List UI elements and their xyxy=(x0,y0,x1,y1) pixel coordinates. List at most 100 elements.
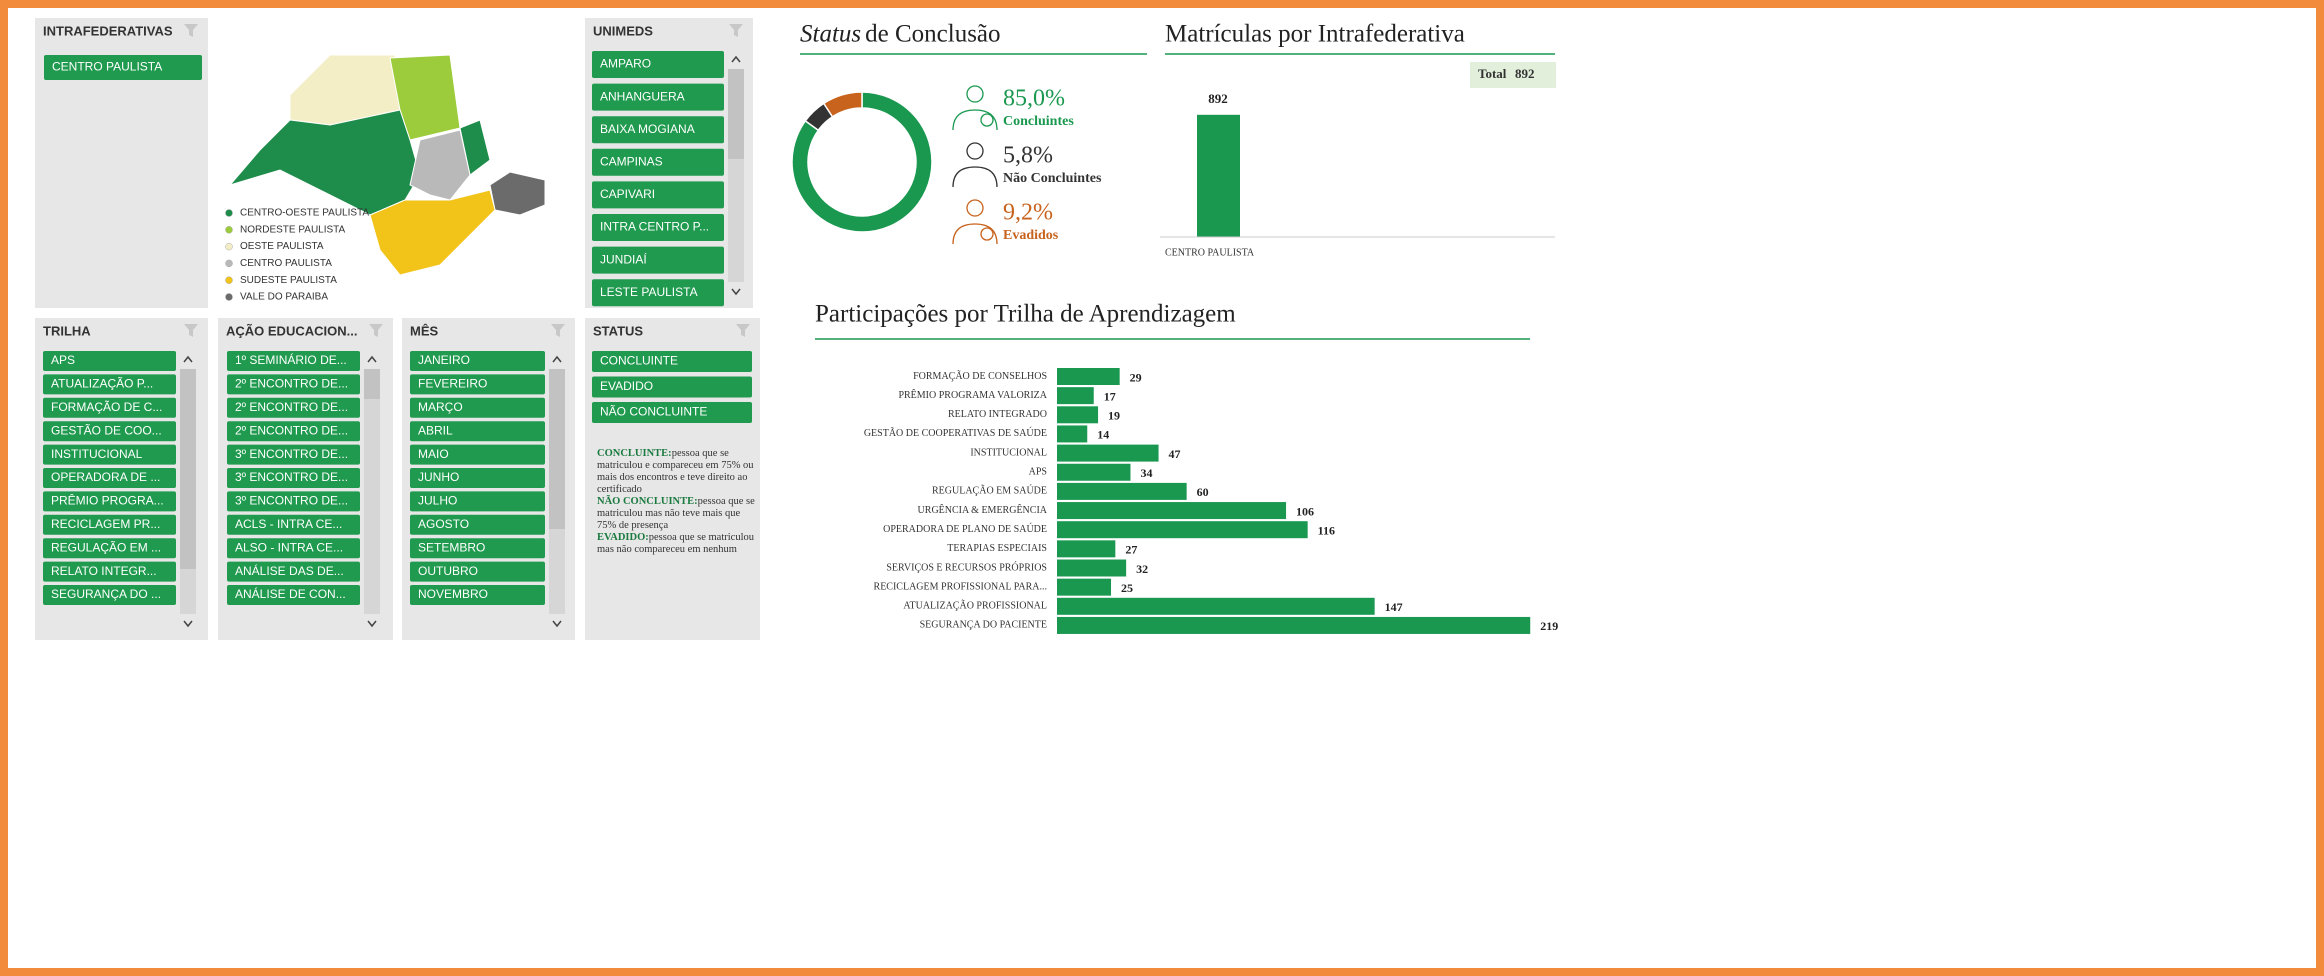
slicer-item-label[interactable]: 3º ENCONTRO DE... xyxy=(235,470,348,484)
slicer-item-label[interactable]: MARÇO xyxy=(418,400,463,414)
category-label: SERVIÇOS E RECURSOS PRÓPRIOS xyxy=(886,561,1047,573)
slicer-item-label[interactable]: 2º ENCONTRO DE... xyxy=(235,423,348,437)
slicer-item[interactable] xyxy=(227,491,360,512)
slicer-item-label[interactable]: JUNHO xyxy=(418,470,459,484)
slicer-item[interactable] xyxy=(410,351,545,371)
slicer-item-label[interactable]: ANÁLISE DE CON... xyxy=(235,586,346,601)
slicer-item-label[interactable]: CENTRO PAULISTA xyxy=(52,60,162,74)
slicer-item-label[interactable]: ABRIL xyxy=(418,423,453,437)
slicer-item[interactable] xyxy=(227,351,360,371)
slicer-item[interactable] xyxy=(410,421,545,442)
slicer-item[interactable] xyxy=(592,246,724,274)
slicer-item[interactable] xyxy=(410,397,545,418)
slicer-item[interactable] xyxy=(592,279,724,307)
slicer-item[interactable] xyxy=(592,148,724,176)
slicer-item-label[interactable]: 3º ENCONTRO DE... xyxy=(235,494,348,508)
slicer-item-label[interactable]: JULHO xyxy=(418,494,457,508)
slicer-item[interactable] xyxy=(410,585,545,605)
slicer-item-label[interactable]: ALSO - INTRA CE... xyxy=(235,540,343,554)
slicer-item-label[interactable]: CAPIVARI xyxy=(600,187,655,201)
slicer-item-label[interactable]: OUTUBRO xyxy=(418,564,478,578)
slicer-item[interactable] xyxy=(227,538,360,559)
slicer-item[interactable] xyxy=(410,444,545,465)
slicer-item-label[interactable]: ANHANGUERA xyxy=(600,89,685,103)
slicer-item[interactable] xyxy=(43,561,176,582)
slicer-item[interactable] xyxy=(43,351,176,371)
slicer-item[interactable] xyxy=(592,51,724,78)
slicer-item-label[interactable]: SEGURANÇA DO ... xyxy=(51,587,161,601)
slicer-item[interactable] xyxy=(410,468,545,488)
slicer-item-label[interactable]: PRÊMIO PROGRA... xyxy=(51,493,164,508)
slicer-item[interactable] xyxy=(43,444,176,465)
slicer-item[interactable] xyxy=(43,585,176,605)
slicer-item[interactable] xyxy=(592,402,752,423)
status-value: 5,8% xyxy=(1003,143,1053,169)
slicer-item[interactable] xyxy=(43,468,176,488)
scroll-thumb xyxy=(180,369,196,569)
slicer-item[interactable] xyxy=(592,351,752,372)
scroll-arrow xyxy=(552,620,562,628)
slicer-item-label[interactable]: SETEMBRO xyxy=(418,540,485,554)
slicer-item-label[interactable]: ANÁLISE DAS DE... xyxy=(235,563,344,578)
slicer-item[interactable] xyxy=(227,421,360,442)
slicer-item-label[interactable]: GESTÃO DE COO... xyxy=(51,423,162,437)
filter-icon xyxy=(369,324,383,337)
slicer-item-label[interactable]: NÃO CONCLUINTE xyxy=(600,405,707,419)
slicer-item-label[interactable]: 2º ENCONTRO DE... xyxy=(235,377,348,391)
slicer-item[interactable] xyxy=(227,374,360,395)
slicer-item[interactable] xyxy=(592,83,724,111)
slicer-item-label[interactable]: OPERADORA DE ... xyxy=(51,470,160,484)
slicer-item[interactable] xyxy=(227,514,360,535)
slicer-item-label[interactable]: CONCLUINTE xyxy=(600,354,678,368)
slicer-item-label[interactable]: INSTITUCIONAL xyxy=(51,447,143,461)
slicer-item-label[interactable]: BAIXA MOGIANA xyxy=(600,122,695,136)
slicer-item-label[interactable]: 3º ENCONTRO DE... xyxy=(235,447,348,461)
slicer-item[interactable] xyxy=(410,538,545,559)
slicer-item[interactable] xyxy=(43,397,176,418)
slicer-item-label[interactable]: ATUALIZAÇÃO P... xyxy=(51,377,153,391)
slicer-item[interactable] xyxy=(227,585,360,605)
slicer-item-label[interactable]: CAMPINAS xyxy=(600,154,663,168)
slicer-item[interactable] xyxy=(410,514,545,535)
slicer-item-label[interactable]: AMPARO xyxy=(600,57,651,71)
slicer-item[interactable] xyxy=(227,444,360,465)
slicer-item[interactable] xyxy=(43,514,176,535)
slicer-item-label[interactable]: RECICLAGEM PR... xyxy=(51,517,160,531)
slicer-item-label[interactable]: 2º ENCONTRO DE... xyxy=(235,400,348,414)
slicer-item[interactable] xyxy=(410,491,545,512)
slicer-item[interactable] xyxy=(592,181,724,209)
slicer-item-label[interactable]: RELATO INTEGR... xyxy=(51,564,157,578)
slicer-item[interactable] xyxy=(44,55,202,80)
slicer-item[interactable] xyxy=(227,561,360,582)
bar-value-label: 147 xyxy=(1385,600,1403,614)
slicer-item[interactable] xyxy=(592,116,724,144)
slicer-item-label[interactable]: AGOSTO xyxy=(418,517,469,531)
slicer-item-label[interactable]: MAIO xyxy=(418,447,449,461)
slicer-item[interactable] xyxy=(43,491,176,512)
slicer-item[interactable] xyxy=(43,538,176,559)
slicer-item[interactable] xyxy=(592,376,752,398)
slicer-item[interactable] xyxy=(227,468,360,488)
slicer-item-label[interactable]: JANEIRO xyxy=(418,353,470,367)
bar xyxy=(1057,521,1308,539)
slicer-item-label[interactable]: 1º SEMINÁRIO DE... xyxy=(235,352,347,367)
slicer-item-label[interactable]: JUNDIAÍ xyxy=(600,251,647,266)
slicer-item[interactable] xyxy=(227,397,360,418)
slicer-item[interactable] xyxy=(43,374,176,395)
slicer-item-label[interactable]: ACLS - INTRA CE... xyxy=(235,517,342,531)
slicer-item[interactable] xyxy=(43,421,176,442)
slicer-item-label[interactable]: APS xyxy=(51,353,75,367)
slicer-item-label[interactable]: LESTE PAULISTA xyxy=(600,285,698,299)
slicer-item-label[interactable]: INTRA CENTRO P... xyxy=(600,220,709,234)
slicer-item-label[interactable]: REGULAÇÃO EM ... xyxy=(51,540,161,554)
slicer-item[interactable] xyxy=(592,214,724,241)
slicer-item-label[interactable]: NOVEMBRO xyxy=(418,587,488,601)
slicer-item-label[interactable]: EVADIDO xyxy=(600,379,653,393)
slicer-item[interactable] xyxy=(410,561,545,582)
participacoes-title: Participações por Trilha de Aprendizagem xyxy=(815,301,1236,328)
slicer-item-label[interactable]: FEVEREIRO xyxy=(418,377,487,391)
slicer-item-label[interactable]: FORMAÇÃO DE C... xyxy=(51,400,162,414)
category-label: PRÊMIO PROGRAMA VALORIZA xyxy=(898,389,1047,401)
slicer-item[interactable] xyxy=(410,374,545,395)
